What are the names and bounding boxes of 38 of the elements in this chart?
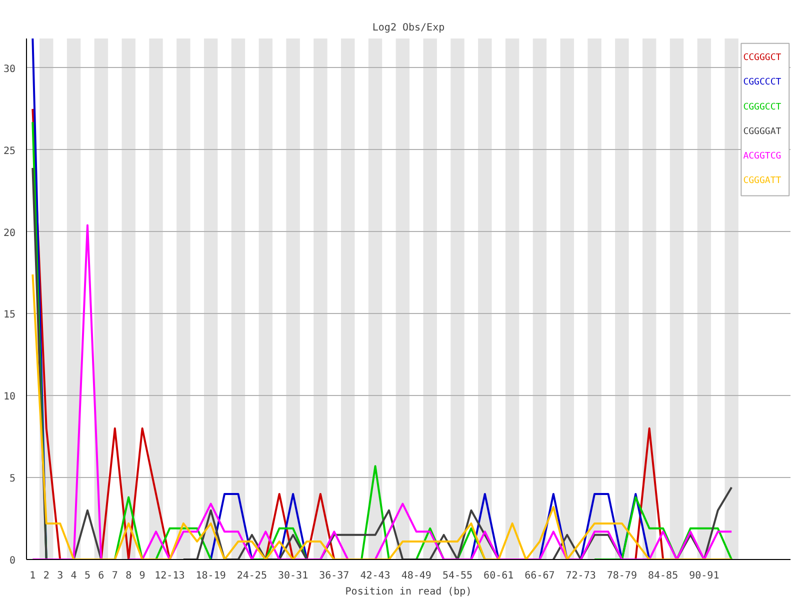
text: CCGGGCT bbox=[743, 53, 782, 64]
text: CGGGGAT bbox=[743, 126, 782, 137]
y-tick-label: 20 bbox=[3, 228, 16, 239]
text: CGGGCCT bbox=[743, 102, 782, 112]
y-tick-label: 15 bbox=[3, 310, 16, 321]
x-tick-label: 78-79 bbox=[606, 570, 637, 582]
x-tick-label: 36-37 bbox=[319, 570, 350, 582]
y-tick-label: 30 bbox=[3, 64, 16, 75]
x-tick-label: 48-49 bbox=[401, 570, 432, 582]
x-tick-label: 42-43 bbox=[360, 570, 390, 582]
x-tick-label: 72-73 bbox=[566, 570, 596, 582]
x-tick-label: 7 bbox=[112, 570, 118, 582]
x-tick-label: 4 bbox=[70, 570, 77, 582]
x-tick-label: 60-61 bbox=[484, 570, 514, 582]
x-tick-label: 6 bbox=[98, 570, 104, 582]
x-axis-title: Position in read (bp) bbox=[345, 586, 472, 598]
x-tick-label: 84-85 bbox=[648, 570, 678, 582]
x-tick-label: 24-25 bbox=[236, 570, 267, 582]
x-tick-label: 9 bbox=[139, 570, 146, 582]
text: CGGGATT bbox=[743, 176, 782, 186]
x-tick-label: 54-55 bbox=[442, 570, 473, 582]
x-tick-label: 66-67 bbox=[524, 570, 555, 582]
text: CGGCCCT bbox=[743, 78, 782, 88]
x-tick-label: 5 bbox=[84, 570, 91, 582]
x-tick-label: 12-13 bbox=[154, 570, 185, 582]
x-tick-label: 30-31 bbox=[278, 570, 308, 582]
x-tick-label: 1 bbox=[30, 570, 36, 582]
x-tick-label: 8 bbox=[126, 570, 132, 582]
x-tick-label: 90-91 bbox=[689, 570, 720, 582]
y-tick-label: 5 bbox=[9, 474, 16, 485]
chart-title: Log2 Obs/Exp bbox=[372, 22, 445, 34]
x-tick-label: 3 bbox=[57, 570, 64, 582]
y-tick-label: 25 bbox=[3, 146, 16, 157]
y-tick-label: 10 bbox=[3, 392, 16, 403]
x-tick-label: 2 bbox=[43, 570, 50, 582]
y-tick-label: 0 bbox=[9, 556, 16, 566]
text: ACGGTCG bbox=[743, 151, 782, 162]
x-tick-label: 18-19 bbox=[196, 570, 226, 582]
